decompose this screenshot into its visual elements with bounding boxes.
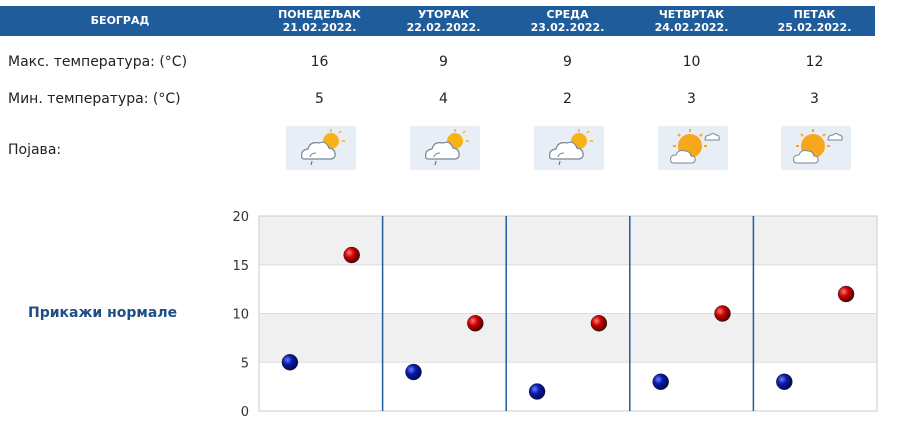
min-temp-marker <box>405 363 422 381</box>
sun-cloud-rain-icon <box>286 126 356 170</box>
max-temp-marker <box>467 315 484 332</box>
max-temp-label: Макс. температура: (°C) <box>8 54 188 70</box>
y-tick-label: 10 <box>232 308 249 323</box>
day-name: СРЕДА <box>546 8 589 21</box>
grid-band <box>259 313 877 363</box>
y-tick-label: 0 <box>241 405 249 420</box>
max-temp-value: 12 <box>805 54 824 70</box>
day-name: ЧЕТВРТАК <box>658 8 725 21</box>
temperature-chart: 0 5 10 15 20 <box>220 206 885 430</box>
day-header-5: ПЕТАК 25.02.2022. <box>753 6 876 36</box>
min-temp-marker <box>528 383 546 400</box>
grid-band <box>259 216 877 265</box>
day-header-1: ПОНЕДЕЉАК 21.02.2022. <box>258 6 381 36</box>
y-tick-label: 20 <box>232 210 249 225</box>
day-header-3: СРЕДА 23.02.2022. <box>506 6 629 36</box>
sun-cloud-icon <box>658 126 728 170</box>
day-header-4: ЧЕТВРТАК 24.02.2022. <box>630 6 753 36</box>
max-temp-marker <box>837 285 855 303</box>
min-temp-value: 2 <box>563 91 572 107</box>
min-temp-value: 4 <box>439 91 448 107</box>
min-temp-label: Мин. температура: (°C) <box>8 91 181 107</box>
day-name: ПОНЕДЕЉАК <box>278 8 361 21</box>
sun-cloud-rain-icon <box>410 126 480 170</box>
max-temp-value: 9 <box>563 54 572 70</box>
day-name: УТОРАК <box>418 8 469 21</box>
day-name: ПЕТАК <box>793 8 836 21</box>
day-date: 23.02.2022. <box>530 21 605 34</box>
min-temp-marker <box>776 373 793 390</box>
chart-svg: 0 5 10 15 20 <box>232 210 878 420</box>
max-temp-marker <box>714 305 731 322</box>
day-header-2: УТОРАК 22.02.2022. <box>382 6 505 36</box>
max-temp-value: 10 <box>682 54 701 70</box>
day-date: 25.02.2022. <box>777 21 852 34</box>
min-temp-marker <box>281 354 299 371</box>
max-temp-marker <box>343 246 360 264</box>
forecast-header: БЕОГРАД ПОНЕДЕЉАК 21.02.2022. УТОРАК 22.… <box>0 6 875 36</box>
plot-border <box>258 215 878 412</box>
sun-cloud-rain-icon <box>534 126 604 170</box>
phenomenon-label: Појава: <box>8 142 62 158</box>
min-temp-value: 3 <box>810 91 819 107</box>
min-temp-marker <box>652 373 669 390</box>
min-temp-value: 5 <box>315 91 324 107</box>
grid-band <box>259 264 877 314</box>
grid-band <box>259 362 877 411</box>
max-temp-marker <box>590 315 608 332</box>
day-date: 24.02.2022. <box>654 21 729 34</box>
max-temp-value: 16 <box>310 54 329 70</box>
y-tick-label: 15 <box>232 259 249 274</box>
city-name: БЕОГРАД <box>90 14 150 27</box>
min-temp-value: 3 <box>687 91 696 107</box>
day-date: 22.02.2022. <box>406 21 481 34</box>
day-date: 21.02.2022. <box>282 21 357 34</box>
sun-cloud-icon <box>781 126 851 170</box>
show-normals-link[interactable]: Прикажи нормале <box>28 305 178 321</box>
max-temp-value: 9 <box>439 54 448 70</box>
y-tick-label: 5 <box>241 356 249 371</box>
